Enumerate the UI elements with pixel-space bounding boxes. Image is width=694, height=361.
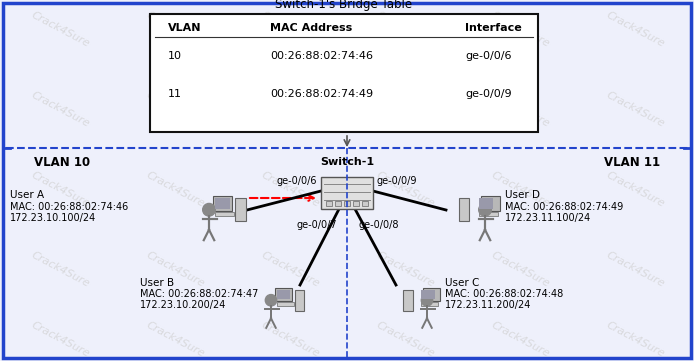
Circle shape xyxy=(203,204,215,216)
Text: MAC Address: MAC Address xyxy=(270,23,353,33)
Text: 00:26:88:02:74:49: 00:26:88:02:74:49 xyxy=(270,89,373,99)
FancyBboxPatch shape xyxy=(353,201,359,206)
FancyBboxPatch shape xyxy=(295,290,304,311)
FancyBboxPatch shape xyxy=(421,302,439,306)
Circle shape xyxy=(265,295,277,306)
FancyBboxPatch shape xyxy=(459,198,469,221)
Text: ge-0/0/9: ge-0/0/9 xyxy=(377,176,417,186)
FancyBboxPatch shape xyxy=(326,201,332,206)
Text: MAC: 00:26:88:02:74:49: MAC: 00:26:88:02:74:49 xyxy=(505,202,623,212)
Text: Crack4Sure: Crack4Sure xyxy=(259,251,321,290)
Text: Switch-1's Bridge Table: Switch-1's Bridge Table xyxy=(276,0,412,11)
Text: 172.23.11.100/24: 172.23.11.100/24 xyxy=(505,213,591,223)
Text: Crack4Sure: Crack4Sure xyxy=(374,251,436,290)
Text: VLAN 10: VLAN 10 xyxy=(34,157,90,170)
Text: Crack4Sure: Crack4Sure xyxy=(489,10,551,49)
Text: 172.23.10.200/24: 172.23.10.200/24 xyxy=(140,300,226,310)
FancyBboxPatch shape xyxy=(403,290,413,311)
FancyBboxPatch shape xyxy=(479,198,493,209)
Text: ge-0/0/9: ge-0/0/9 xyxy=(465,89,511,99)
FancyBboxPatch shape xyxy=(335,201,341,206)
Circle shape xyxy=(479,204,491,216)
Text: Crack4Sure: Crack4Sure xyxy=(259,321,321,360)
Text: User C: User C xyxy=(445,278,480,288)
FancyBboxPatch shape xyxy=(321,177,373,209)
Text: Crack4Sure: Crack4Sure xyxy=(374,321,436,360)
Text: Crack4Sure: Crack4Sure xyxy=(259,10,321,49)
Text: Crack4Sure: Crack4Sure xyxy=(144,251,206,290)
Text: VLAN: VLAN xyxy=(168,23,201,33)
FancyBboxPatch shape xyxy=(481,196,500,211)
FancyBboxPatch shape xyxy=(215,198,230,209)
Text: Crack4Sure: Crack4Sure xyxy=(29,10,91,49)
Text: Crack4Sure: Crack4Sure xyxy=(604,90,666,130)
Text: Crack4Sure: Crack4Sure xyxy=(604,321,666,360)
Text: Crack4Sure: Crack4Sure xyxy=(259,90,321,130)
Text: Crack4Sure: Crack4Sure xyxy=(144,90,206,130)
FancyBboxPatch shape xyxy=(277,302,294,306)
Text: MAC: 00:26:88:02:74:48: MAC: 00:26:88:02:74:48 xyxy=(445,289,564,299)
FancyBboxPatch shape xyxy=(215,212,234,216)
Text: Crack4Sure: Crack4Sure xyxy=(489,251,551,290)
FancyBboxPatch shape xyxy=(150,14,538,132)
Text: Crack4Sure: Crack4Sure xyxy=(259,170,321,210)
Text: Crack4Sure: Crack4Sure xyxy=(144,170,206,210)
Text: Crack4Sure: Crack4Sure xyxy=(29,321,91,360)
Text: User B: User B xyxy=(140,278,174,288)
Text: Crack4Sure: Crack4Sure xyxy=(489,321,551,360)
Text: MAC: 00:26:88:02:74:47: MAC: 00:26:88:02:74:47 xyxy=(140,289,258,299)
Text: Crack4Sure: Crack4Sure xyxy=(374,10,436,49)
Text: ge-0/0/6: ge-0/0/6 xyxy=(465,51,511,61)
Text: 00:26:88:02:74:46: 00:26:88:02:74:46 xyxy=(270,51,373,61)
Text: Crack4Sure: Crack4Sure xyxy=(374,90,436,130)
Text: Switch-1: Switch-1 xyxy=(320,157,374,167)
Text: 172.23.11.200/24: 172.23.11.200/24 xyxy=(445,300,532,310)
FancyBboxPatch shape xyxy=(423,288,440,301)
Text: Crack4Sure: Crack4Sure xyxy=(144,321,206,360)
Text: 172.23.10.100/24: 172.23.10.100/24 xyxy=(10,213,96,223)
FancyBboxPatch shape xyxy=(235,198,246,221)
Text: Interface: Interface xyxy=(465,23,522,33)
Text: VLAN 11: VLAN 11 xyxy=(604,157,660,170)
Text: Crack4Sure: Crack4Sure xyxy=(374,170,436,210)
FancyBboxPatch shape xyxy=(362,201,368,206)
Text: 10: 10 xyxy=(168,51,182,61)
Text: ge-0/0/8: ge-0/0/8 xyxy=(359,220,399,230)
Text: User A: User A xyxy=(10,190,44,200)
Text: Crack4Sure: Crack4Sure xyxy=(489,170,551,210)
Text: Crack4Sure: Crack4Sure xyxy=(29,90,91,130)
Text: 11: 11 xyxy=(168,89,182,99)
Text: ge-0/0/7: ge-0/0/7 xyxy=(297,220,337,230)
FancyBboxPatch shape xyxy=(213,196,232,211)
Text: Crack4Sure: Crack4Sure xyxy=(489,90,551,130)
Text: ge-0/0/6: ge-0/0/6 xyxy=(277,176,317,186)
Text: Crack4Sure: Crack4Sure xyxy=(144,10,206,49)
Text: Crack4Sure: Crack4Sure xyxy=(604,170,666,210)
FancyBboxPatch shape xyxy=(421,290,434,299)
FancyBboxPatch shape xyxy=(479,212,498,216)
Text: Crack4Sure: Crack4Sure xyxy=(604,251,666,290)
FancyBboxPatch shape xyxy=(277,290,290,299)
FancyBboxPatch shape xyxy=(344,201,350,206)
Text: Crack4Sure: Crack4Sure xyxy=(29,170,91,210)
Text: Crack4Sure: Crack4Sure xyxy=(604,10,666,49)
Text: MAC: 00:26:88:02:74:46: MAC: 00:26:88:02:74:46 xyxy=(10,202,128,212)
FancyBboxPatch shape xyxy=(275,288,292,301)
Circle shape xyxy=(421,295,432,306)
Text: User D: User D xyxy=(505,190,540,200)
Text: Crack4Sure: Crack4Sure xyxy=(29,251,91,290)
